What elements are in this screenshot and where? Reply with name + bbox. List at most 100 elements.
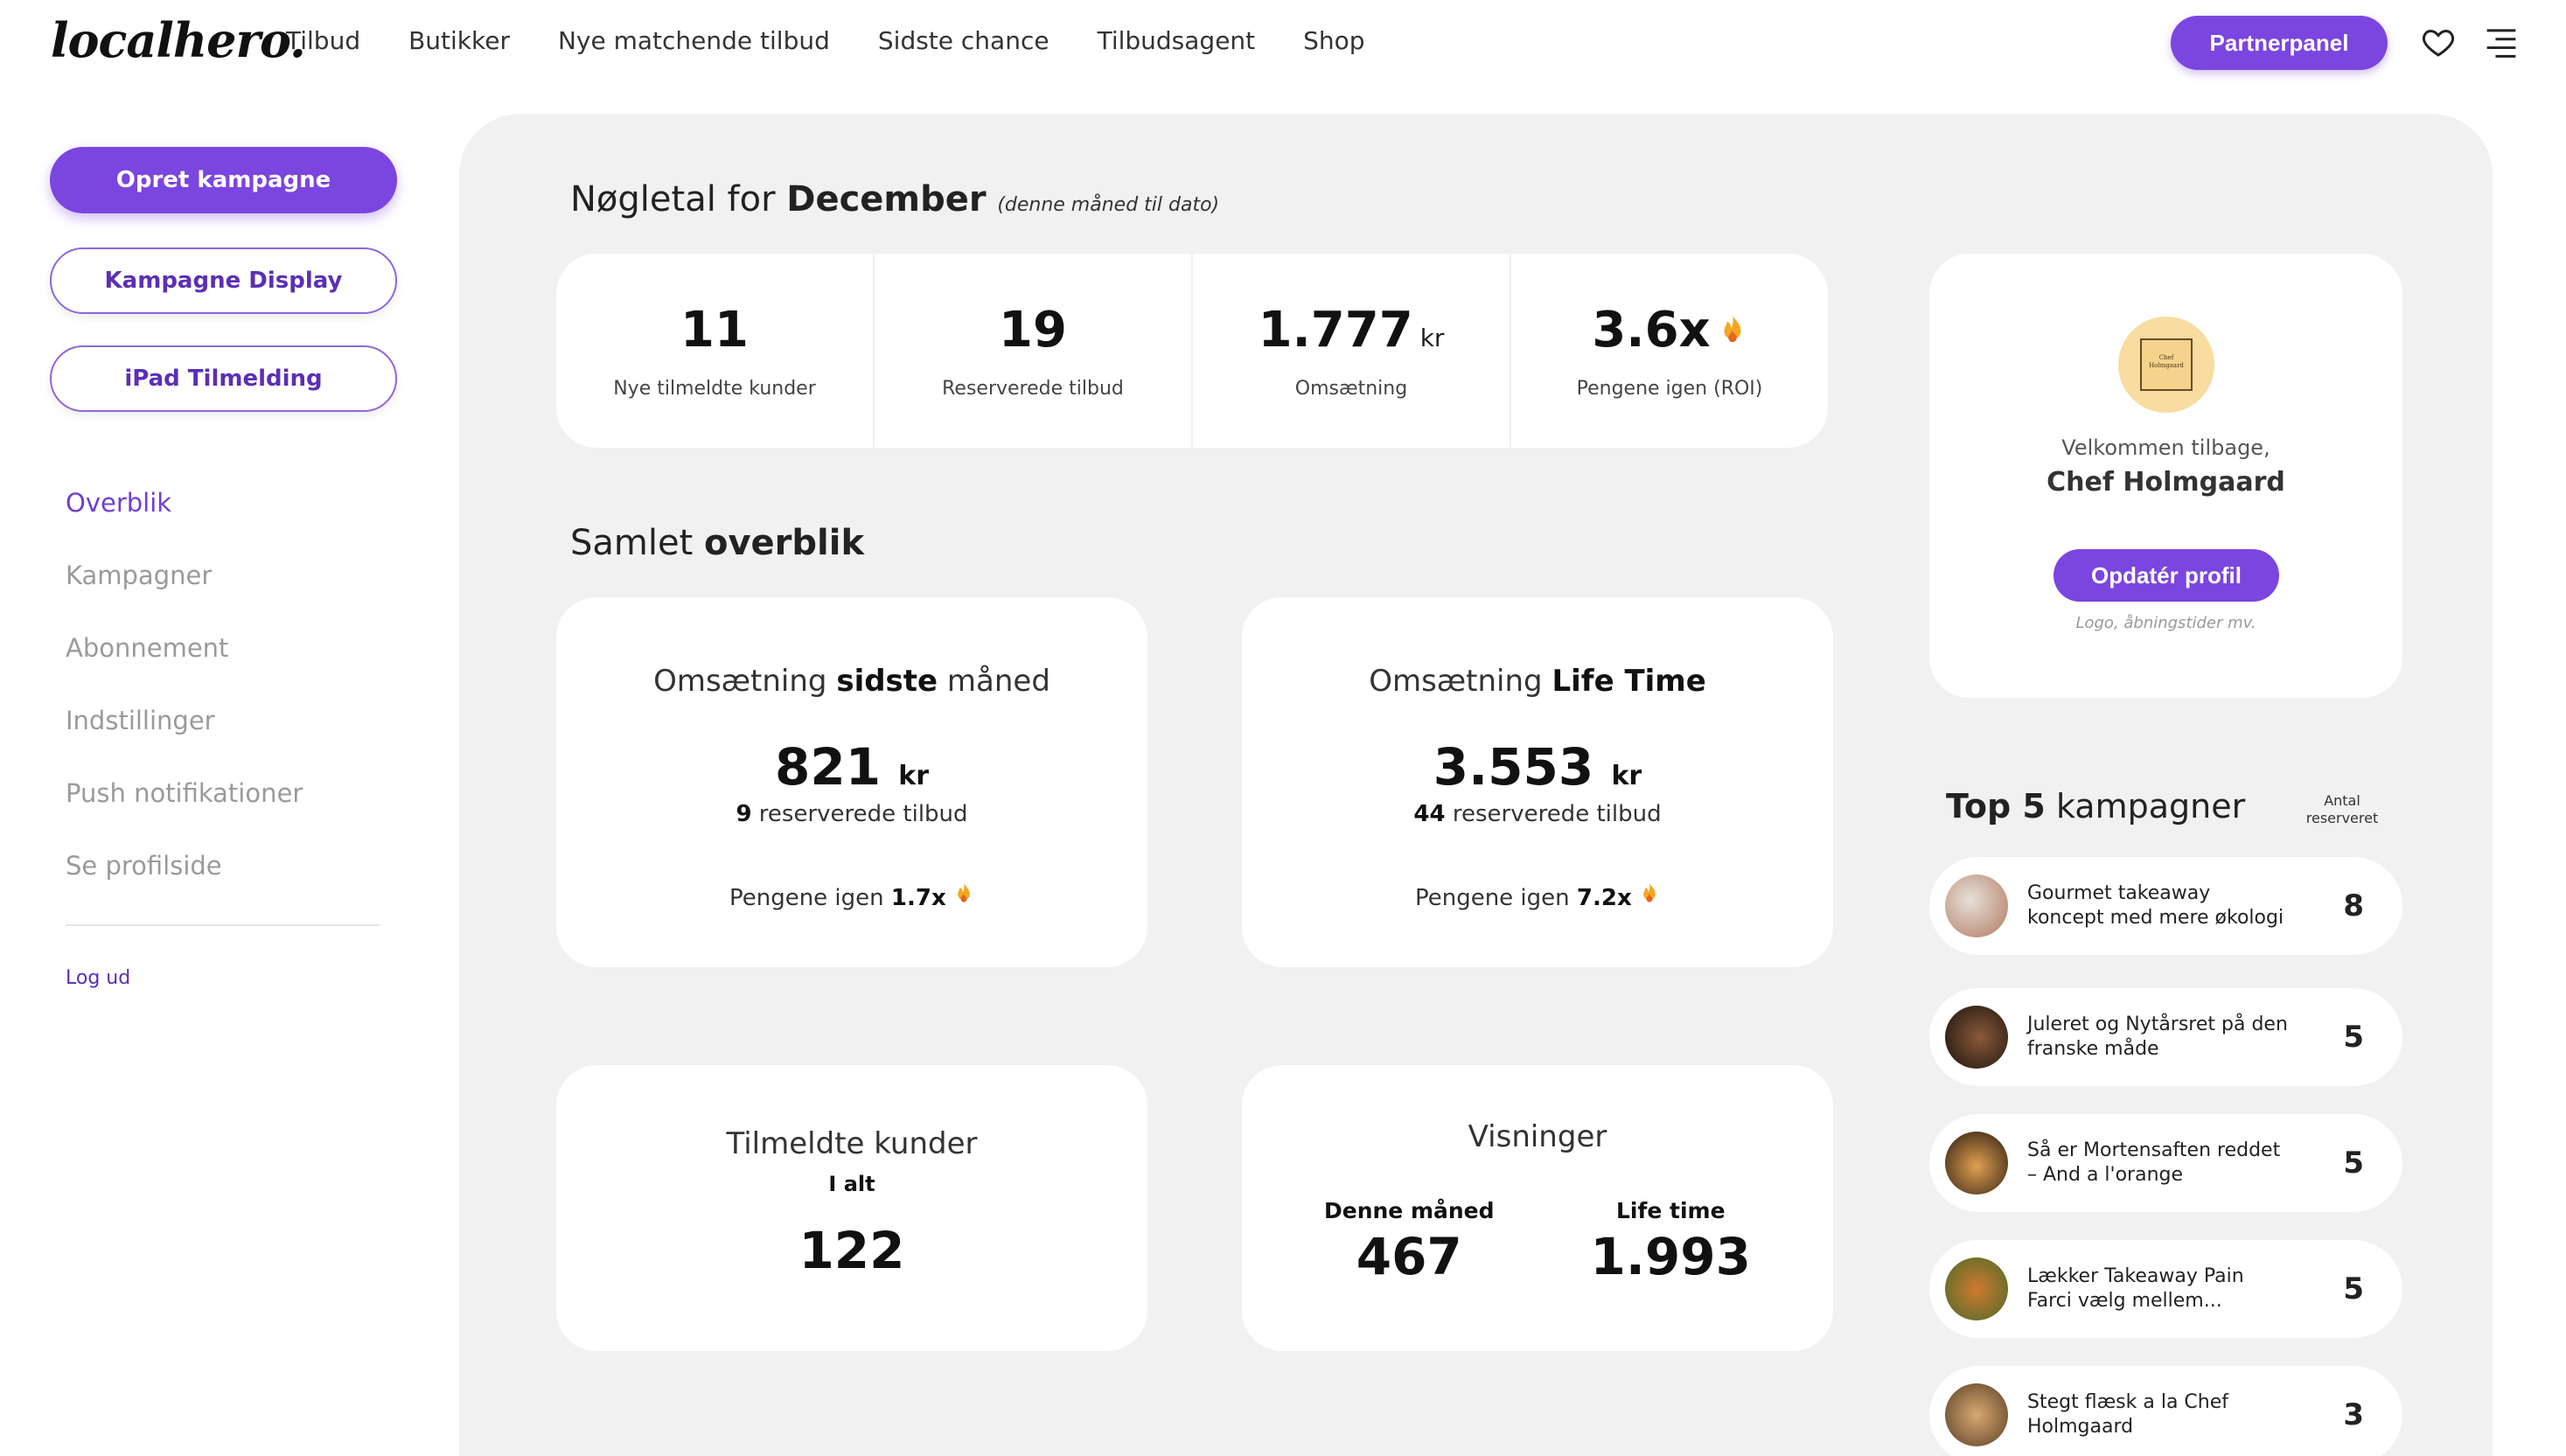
avatar: Chef Holmgaard (2118, 317, 2214, 413)
sidebar-item-push-notifikationer[interactable]: Push notifikationer (66, 778, 303, 808)
views-value: 1.993 (1590, 1227, 1751, 1286)
kpi-label: Pengene igen (ROI) (1576, 378, 1763, 400)
views-this-month: Denne måned 467 (1324, 1198, 1495, 1286)
hamburger-menu-icon[interactable] (2484, 26, 2519, 58)
campaign-name: Stegt flæsk a la Chef Holmgaard (2027, 1391, 2229, 1438)
roi-value: 1.7x (890, 885, 946, 911)
campaign-count: 5 (2343, 1020, 2364, 1055)
heart-icon[interactable] (2421, 24, 2456, 59)
sidebar-item-abonnement[interactable]: Abonnement (66, 633, 229, 663)
nav-nye-matchende-tilbud[interactable]: Nye matchende tilbud (557, 26, 830, 55)
views-label: Denne måned (1324, 1198, 1495, 1223)
card-title: Omsætning sidste måned (556, 664, 1147, 699)
top5-title-bold: Top 5 (1946, 787, 2046, 826)
reserved-label: reserverede tilbud (1452, 801, 1662, 827)
sidebar-item-indstillinger[interactable]: Indstillinger (66, 706, 215, 735)
kpi-label: Reserverede tilbud (942, 378, 1124, 400)
kpi-value: 3.6x (1592, 302, 1711, 359)
create-campaign-button[interactable]: Opret kampagne (50, 147, 397, 213)
update-profile-button[interactable]: Opdatér profil (2053, 549, 2279, 602)
kpi-value: 1.777 (1258, 302, 1413, 359)
top-navigation: Tilbud Butikker Nye matchende tilbud Sid… (286, 26, 1365, 55)
overview-title: Samlet overblik (570, 523, 864, 563)
keyfigures-month: December (786, 179, 987, 219)
nav-sidste-chance[interactable]: Sidste chance (877, 26, 1049, 55)
campaign-thumbnail (1945, 1383, 2008, 1446)
revenue-last-month-card: Omsætning sidste måned 821 kr 9 reserver… (556, 597, 1147, 967)
campaign-row[interactable]: Gourmet takeaway koncept med mere økolog… (1929, 857, 2402, 955)
kpi-value: 11 (680, 302, 749, 359)
overview-title-bold: overblik (704, 523, 865, 563)
top5-column-label: Antal reserveret (2305, 792, 2379, 826)
card-title: Visninger (1468, 1119, 1607, 1154)
nav-shop[interactable]: Shop (1303, 26, 1365, 55)
campaign-row[interactable]: Juleret og Nytårsret på den franske måde… (1929, 988, 2402, 1086)
profile-card: Chef Holmgaard Velkommen tilbage, Chef H… (1929, 254, 2402, 698)
campaign-row[interactable]: Så er Mortensaften reddet – And a l'oran… (1929, 1114, 2402, 1212)
nav-butikker[interactable]: Butikker (408, 26, 510, 55)
sidebar-menu: Overblik Kampagner Abonnement Indstillin… (66, 484, 303, 919)
customers-value: 122 (798, 1221, 905, 1280)
campaign-thumbnail (1945, 1006, 2008, 1069)
campaign-count: 3 (2343, 1397, 2364, 1432)
views-value: 467 (1356, 1227, 1462, 1286)
campaign-count: 8 (2343, 888, 2364, 923)
amount-value: 821 (774, 737, 882, 797)
campaign-row[interactable]: Lækker Takeaway Pain Farci vælg mellem..… (1929, 1240, 2402, 1338)
campaign-row[interactable]: Stegt flæsk a la Chef Holmgaard 3 (1929, 1366, 2402, 1456)
flame-icon (1724, 314, 1741, 343)
card-amount: 3.553 kr (1242, 737, 1833, 797)
views-label: Life time (1615, 1198, 1726, 1223)
reserved-label: reserverede tilbud (758, 801, 968, 827)
campaign-name: Lækker Takeaway Pain Farci vælg mellem..… (2027, 1265, 2244, 1312)
roi-label: Pengene igen (1414, 885, 1570, 911)
campaign-count: 5 (2343, 1271, 2364, 1306)
card-roi: Pengene igen 1.7x (556, 881, 1147, 911)
kpi-new-customers: 11 Nye tilmeldte kunder (556, 254, 875, 448)
overview-title-prefix: Samlet (570, 523, 694, 563)
kpi-label: Nye tilmeldte kunder (613, 378, 816, 400)
localhero-logo[interactable]: localhero. (51, 12, 306, 68)
ipad-signup-button[interactable]: iPad Tilmelding (50, 345, 397, 412)
update-profile-hint: Logo, åbningstider mv. (2075, 614, 2256, 632)
kpi-value: 19 (999, 302, 1067, 359)
card-roi: Pengene igen 7.2x (1242, 881, 1833, 911)
keyfigures-note: (denne måned til dato) (997, 194, 1220, 216)
sidebar-item-kampagner[interactable]: Kampagner (66, 561, 213, 590)
card-title-bold: sidste (836, 664, 938, 699)
nav-tilbud[interactable]: Tilbud (286, 26, 361, 55)
top5-title: Top 5 kampagner (1946, 787, 2245, 826)
campaign-thumbnail (1945, 1257, 2008, 1320)
kpi-roi: 3.6x Pengene igen (ROI) (1511, 254, 1828, 448)
amount-value: 3.553 (1433, 737, 1594, 797)
sidebar-item-se-profilside[interactable]: Se profilside (66, 851, 222, 881)
kpi-unit: kr (1419, 324, 1445, 352)
logout-link[interactable]: Log ud (66, 967, 131, 989)
keyfigures-title: Nøgletal for December (denne måned til d… (570, 179, 1219, 219)
flame-icon (1643, 882, 1656, 902)
kpi-reserved-offers: 19 Reserverede tilbud (875, 254, 1193, 448)
sidebar-item-overblik[interactable]: Overblik (66, 488, 172, 518)
campaign-thumbnail (1945, 874, 2008, 937)
views-card: Visninger Denne måned 467 Life time 1.99… (1242, 1065, 1833, 1351)
card-reserved: 9 reserverede tilbud (556, 801, 1147, 827)
campaign-count: 5 (2343, 1146, 2364, 1181)
partnerpanel-button[interactable]: Partnerpanel (2171, 16, 2388, 70)
keyfigures-title-prefix: Nøgletal for (570, 179, 776, 219)
reserved-count: 44 (1413, 801, 1446, 827)
card-title-pre: Omsætning (653, 664, 827, 699)
welcome-text: Velkommen tilbage, (2061, 435, 2270, 460)
views-lifetime: Life time 1.993 (1591, 1198, 1751, 1286)
nav-tilbudsagent[interactable]: Tilbudsagent (1097, 26, 1256, 55)
avatar-logo: Chef Holmgaard (2140, 338, 2193, 391)
keyfigures-card: 11 Nye tilmeldte kunder 19 Reserverede t… (556, 254, 1828, 448)
amount-unit: kr (898, 761, 930, 791)
card-subtitle: I alt (828, 1172, 875, 1196)
profile-name: Chef Holmgaard (2047, 467, 2285, 498)
roi-label: Pengene igen (729, 885, 884, 911)
reserved-count: 9 (736, 801, 752, 827)
kpi-label: Omsætning (1294, 378, 1408, 400)
views-columns: Denne måned 467 Life time 1.993 (1242, 1198, 1833, 1286)
campaign-display-button[interactable]: Kampagne Display (50, 247, 397, 314)
registered-customers-card: Tilmeldte kunder I alt 122 (556, 1065, 1147, 1351)
